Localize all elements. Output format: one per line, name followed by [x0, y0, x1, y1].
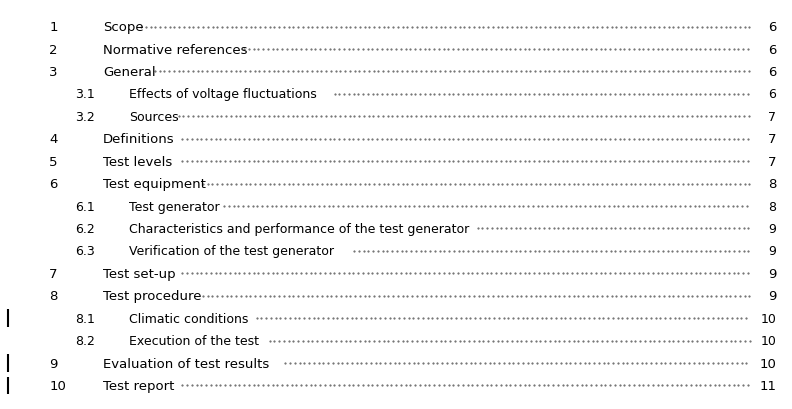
Text: 7: 7: [767, 155, 776, 168]
Text: Scope: Scope: [103, 21, 143, 34]
Text: 9: 9: [768, 222, 776, 236]
Text: Execution of the test: Execution of the test: [129, 334, 259, 347]
Text: 1: 1: [49, 21, 58, 34]
Text: Normative references: Normative references: [103, 43, 247, 56]
Text: 8.1: 8.1: [75, 312, 95, 325]
Text: 8.2: 8.2: [75, 334, 95, 347]
Text: 6: 6: [767, 43, 776, 56]
Text: 7: 7: [767, 133, 776, 146]
Text: 8: 8: [767, 178, 776, 191]
Text: 9: 9: [767, 290, 776, 303]
Text: 8: 8: [49, 290, 58, 303]
Text: 11: 11: [760, 379, 776, 392]
Text: 6: 6: [767, 21, 776, 34]
Text: 9: 9: [768, 245, 776, 258]
Text: 6.1: 6.1: [75, 200, 95, 213]
Text: Characteristics and performance of the test generator: Characteristics and performance of the t…: [129, 222, 470, 236]
Text: Evaluation of test results: Evaluation of test results: [103, 357, 269, 370]
Text: 7: 7: [768, 110, 776, 124]
Text: Verification of the test generator: Verification of the test generator: [129, 245, 334, 258]
Text: 8: 8: [768, 200, 776, 213]
Text: 7: 7: [49, 267, 58, 280]
Text: 4: 4: [49, 133, 58, 146]
Text: 3: 3: [49, 66, 58, 79]
Text: Test generator: Test generator: [129, 200, 219, 213]
Text: 10: 10: [760, 357, 776, 370]
Text: 3.1: 3.1: [75, 88, 95, 101]
Text: 6: 6: [768, 88, 776, 101]
Text: 6.3: 6.3: [75, 245, 95, 258]
Text: 6.2: 6.2: [75, 222, 95, 236]
Text: 9: 9: [767, 267, 776, 280]
Text: 2: 2: [49, 43, 58, 56]
Text: Definitions: Definitions: [103, 133, 174, 146]
Text: 9: 9: [49, 357, 58, 370]
Text: Test report: Test report: [103, 379, 174, 392]
Text: 10: 10: [49, 379, 66, 392]
Text: Test levels: Test levels: [103, 155, 172, 168]
Text: Test equipment: Test equipment: [103, 178, 206, 191]
Text: 6: 6: [767, 66, 776, 79]
Text: Test procedure: Test procedure: [103, 290, 201, 303]
Text: 5: 5: [49, 155, 58, 168]
Text: General: General: [103, 66, 155, 79]
Text: 3.2: 3.2: [75, 110, 95, 124]
Text: Climatic conditions: Climatic conditions: [129, 312, 249, 325]
Text: Test set-up: Test set-up: [103, 267, 176, 280]
Text: 10: 10: [760, 334, 776, 347]
Text: 10: 10: [760, 312, 776, 325]
Text: 6: 6: [49, 178, 58, 191]
Text: Effects of voltage fluctuations: Effects of voltage fluctuations: [129, 88, 317, 101]
Text: Sources: Sources: [129, 110, 179, 124]
